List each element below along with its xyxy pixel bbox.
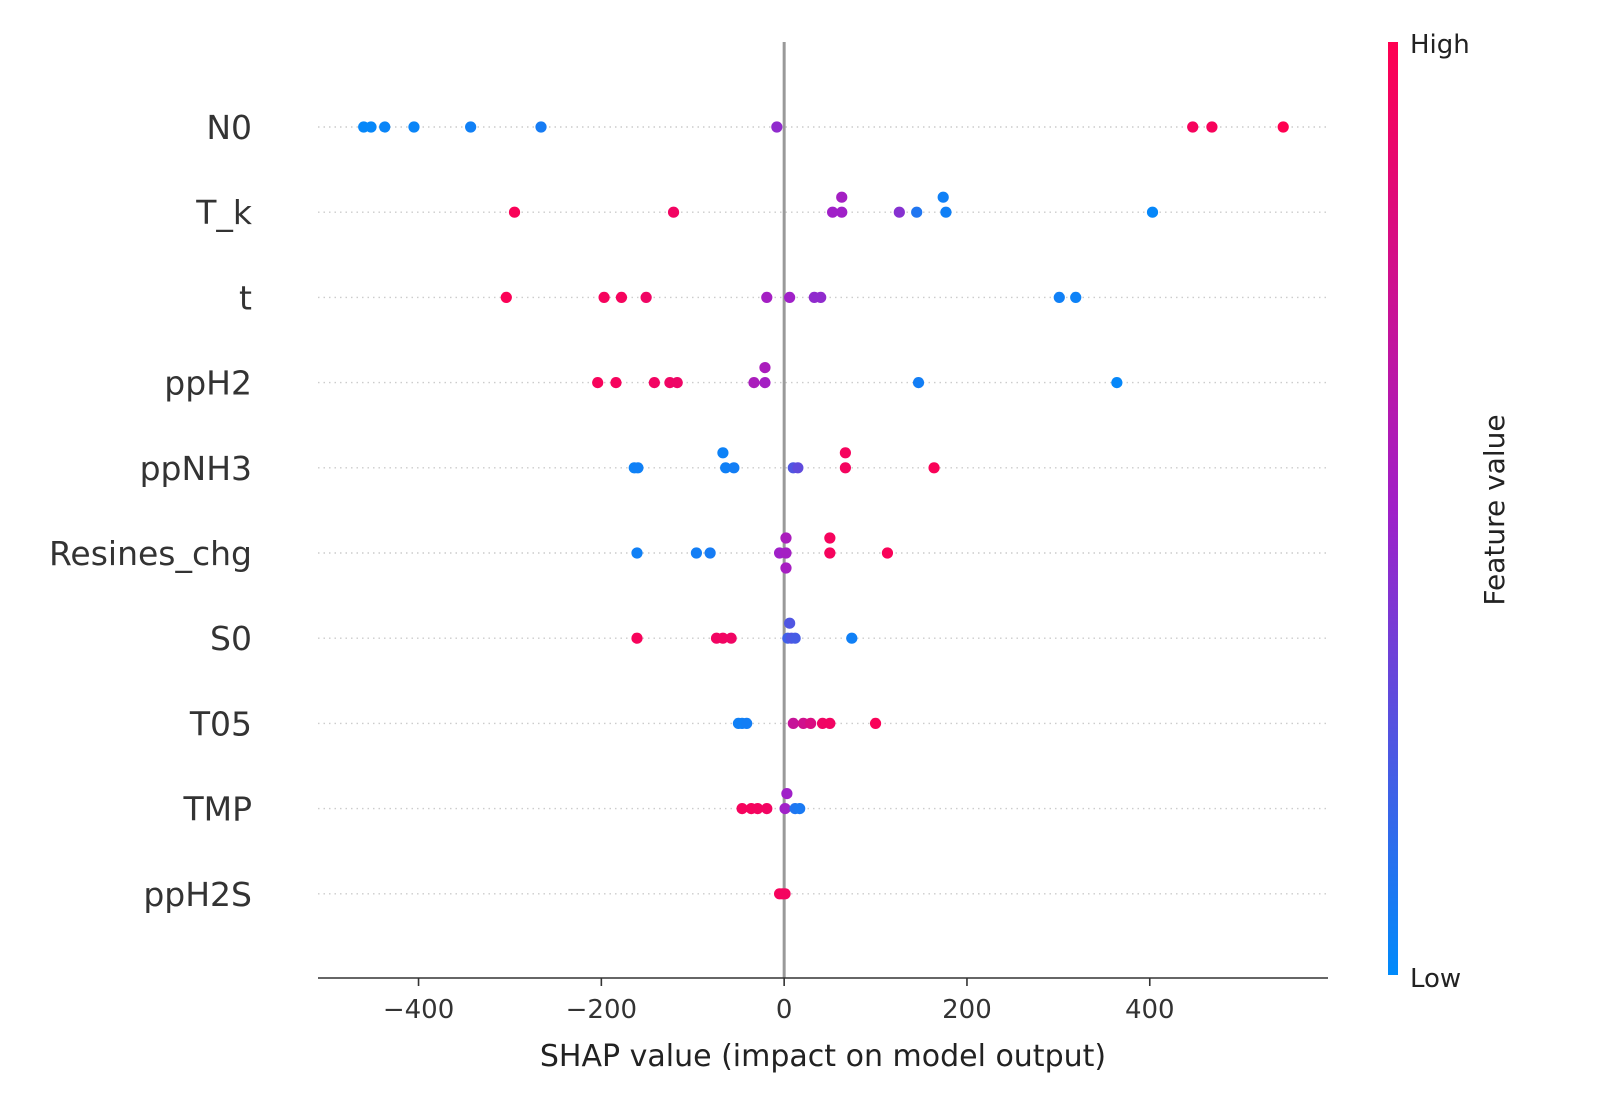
- shap-point: [671, 377, 683, 389]
- shap-point: [748, 377, 760, 389]
- shap-point: [690, 547, 703, 559]
- shap-point: [465, 121, 477, 133]
- shap-point: [717, 447, 729, 459]
- shap-point: [667, 206, 680, 218]
- shap-point: [1111, 377, 1123, 389]
- shap-point: [789, 632, 801, 644]
- colorbar: High Low Feature value: [1388, 30, 1511, 994]
- shap-point: [780, 547, 792, 559]
- shap-point: [1187, 121, 1199, 133]
- shap-point: [592, 377, 604, 389]
- shap-point: [1053, 291, 1065, 303]
- x-tick-label: 0: [776, 995, 793, 1025]
- shap-point: [912, 377, 925, 389]
- shap-point: [610, 377, 622, 389]
- shap-point: [824, 717, 836, 730]
- colorbar-title: Feature value: [1478, 414, 1511, 605]
- shap-point: [937, 191, 949, 203]
- shap-point: [784, 291, 796, 303]
- shap-point: [535, 121, 547, 133]
- x-axis-label: SHAP value (impact on model output): [540, 1039, 1106, 1074]
- feature-label: T05: [189, 704, 252, 743]
- shap-point: [736, 803, 748, 815]
- shap-point: [640, 291, 652, 303]
- shap-point: [781, 788, 793, 800]
- shap-point: [1070, 291, 1082, 303]
- x-tick-label: 200: [942, 995, 992, 1025]
- feature-label: ppNH3: [140, 449, 252, 488]
- row-gridlines: [318, 126, 1328, 895]
- shap-point: [815, 291, 827, 303]
- feature-labels: N0 T_kt ppH2 ppNH3 Resines_chg S0 T05 TMP ppH2S: [49, 108, 253, 914]
- shap-point: [508, 206, 521, 218]
- shap-point: [631, 632, 643, 644]
- feature-label: TMP: [182, 790, 252, 829]
- shap-point: [940, 206, 952, 218]
- shap-point: [1206, 121, 1218, 133]
- shap-point: [792, 462, 804, 474]
- shap-points: [358, 121, 1289, 900]
- shap-point: [717, 632, 729, 644]
- shap-point: [379, 121, 391, 133]
- shap-point: [839, 447, 851, 459]
- shap-point: [836, 191, 848, 203]
- shap-point: [741, 717, 753, 730]
- shap-point: [759, 362, 771, 374]
- colorbar-gradient: [1388, 42, 1398, 975]
- shap-point: [928, 462, 940, 474]
- shap-point: [408, 121, 420, 133]
- shap-point: [805, 717, 817, 730]
- shap-point: [911, 206, 923, 218]
- shap-point: [1146, 206, 1159, 218]
- shap-point: [779, 803, 791, 815]
- shap-point: [365, 121, 377, 133]
- shap-point: [869, 717, 882, 730]
- shap-point: [893, 206, 905, 218]
- colorbar-low-label: Low: [1410, 964, 1461, 994]
- shap-point: [784, 617, 796, 629]
- shap-point: [598, 291, 610, 303]
- feature-label: ppH2: [164, 364, 252, 403]
- shap-point: [771, 121, 783, 133]
- shap-point: [761, 803, 773, 815]
- shap-point: [728, 462, 740, 474]
- shap-point: [839, 462, 851, 474]
- x-tick-label: 400: [1125, 995, 1175, 1025]
- shap-point: [779, 888, 791, 900]
- shap-point: [881, 547, 894, 559]
- shap-point: [704, 547, 716, 559]
- shap-point: [631, 547, 643, 559]
- feature-label: N0: [206, 108, 252, 147]
- shap-point: [1277, 121, 1289, 133]
- shap-point: [836, 206, 848, 218]
- shap-point: [759, 377, 771, 389]
- shap-point: [725, 632, 737, 644]
- shap-point: [826, 206, 839, 218]
- x-tick-label: −200: [566, 995, 637, 1025]
- shap-point: [824, 547, 836, 559]
- shap-point: [846, 632, 858, 644]
- shap-point: [752, 803, 764, 815]
- colorbar-high-label: High: [1410, 30, 1470, 60]
- shap-point: [720, 462, 732, 474]
- shap-point: [824, 532, 836, 544]
- x-ticks: −400 −200 0 200 400: [383, 978, 1175, 1025]
- shap-point: [780, 562, 792, 574]
- feature-label: t: [239, 278, 252, 317]
- x-tick-label: −400: [383, 995, 454, 1025]
- shap-point: [794, 803, 806, 815]
- shap-point: [632, 462, 644, 474]
- shap-point: [648, 377, 660, 389]
- shap-point: [787, 717, 799, 730]
- shap-point: [761, 291, 773, 303]
- shap-point: [500, 291, 512, 303]
- feature-label: ppH2S: [143, 875, 252, 914]
- feature-label: S0: [210, 619, 252, 658]
- shap-point: [615, 291, 628, 303]
- shap-point: [780, 532, 792, 544]
- feature-label: Resines_chg: [49, 534, 252, 573]
- feature-label: T_k: [195, 193, 253, 232]
